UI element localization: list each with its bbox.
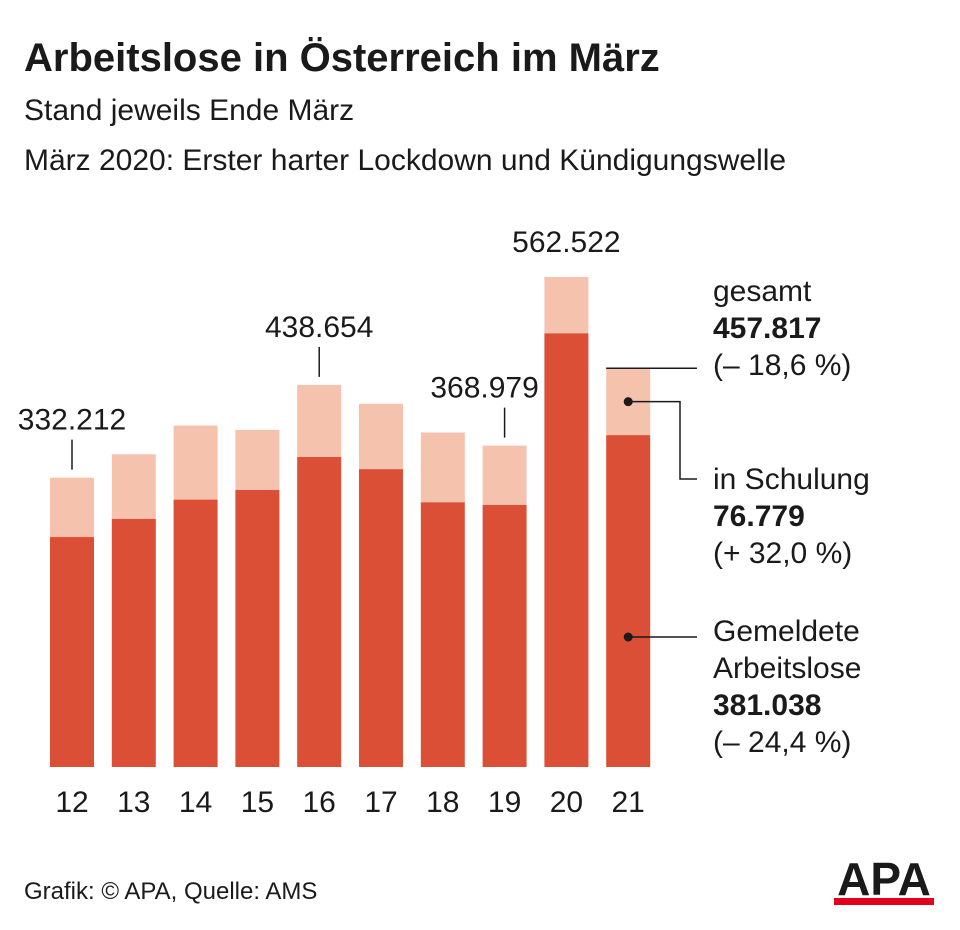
x-tick-14: 14 bbox=[179, 786, 212, 819]
x-tick-20: 20 bbox=[550, 786, 583, 819]
bar-schulung-19 bbox=[482, 445, 527, 505]
value-label-12: 332.212 bbox=[18, 404, 126, 437]
x-tick-19: 19 bbox=[488, 786, 521, 819]
bar-arbeitslose-19 bbox=[482, 504, 527, 767]
annotation-schulung-value: 76.779 bbox=[713, 500, 805, 533]
bars-layer bbox=[50, 277, 651, 767]
bar-schulung-13 bbox=[111, 454, 156, 519]
annotation-schulung-change: (+ 32,0 %) bbox=[713, 537, 852, 570]
value-label-20: 562.522 bbox=[512, 226, 620, 259]
annotation-leaders bbox=[606, 367, 697, 642]
bar-arbeitslose-12 bbox=[50, 537, 94, 767]
value-label-16: 438.654 bbox=[265, 311, 373, 344]
apa-logo: APA bbox=[834, 853, 934, 905]
chart-subtitle: Stand jeweils Ende März bbox=[24, 94, 355, 127]
annotation-gesamt-change: (– 18,6 %) bbox=[713, 349, 851, 382]
bar-arbeitslose-14 bbox=[173, 499, 218, 767]
bar-arbeitslose-21 bbox=[606, 435, 651, 767]
bar-arbeitslose-13 bbox=[111, 518, 156, 767]
x-tick-17: 17 bbox=[364, 786, 397, 819]
value-labels: 332.212 438.654 368.979 562.522 bbox=[18, 226, 621, 437]
chart-note: März 2020: Erster harter Lockdown und Kü… bbox=[24, 144, 787, 177]
annotation-arbeitslose-label-2: Arbeitslose bbox=[713, 652, 861, 685]
x-tick-21: 21 bbox=[612, 786, 645, 819]
leader-schulung bbox=[628, 400, 697, 480]
bar-arbeitslose-16 bbox=[297, 456, 342, 767]
x-tick-15: 15 bbox=[241, 786, 274, 819]
bar-schulung-15 bbox=[235, 429, 280, 490]
x-axis-labels: 12 13 14 15 16 17 18 19 20 21 bbox=[55, 786, 645, 819]
bar-schulung-17 bbox=[359, 403, 403, 470]
bar-arbeitslose-15 bbox=[235, 489, 280, 767]
chart-title: Arbeitslose in Österreich im März bbox=[24, 36, 660, 80]
annotation-schulung-label: in Schulung bbox=[713, 463, 870, 496]
source-note: Grafik: © APA, Quelle: AMS bbox=[24, 878, 318, 905]
x-tick-18: 18 bbox=[426, 786, 459, 819]
bar-schulung-14 bbox=[173, 425, 218, 500]
bar-schulung-20 bbox=[544, 277, 589, 334]
annotation-arbeitslose-value: 381.038 bbox=[713, 689, 821, 722]
bar-schulung-12 bbox=[50, 477, 94, 538]
leader-lines bbox=[71, 346, 506, 470]
annotation-gesamt-label: gesamt bbox=[713, 275, 812, 308]
bar-arbeitslose-18 bbox=[420, 502, 465, 767]
bar-arbeitslose-20 bbox=[544, 333, 589, 767]
annotation-arbeitslose-label-1: Gemeldete bbox=[713, 615, 860, 648]
x-tick-12: 12 bbox=[55, 786, 88, 819]
bar-arbeitslose-17 bbox=[359, 469, 403, 767]
annotation-gesamt-value: 457.817 bbox=[713, 312, 821, 345]
value-label-19: 368.979 bbox=[430, 372, 538, 405]
x-tick-16: 16 bbox=[303, 786, 336, 819]
apa-logo-text: APA bbox=[837, 853, 931, 905]
annotation-arbeitslose-change: (– 24,4 %) bbox=[713, 726, 851, 759]
apa-logo-bar bbox=[834, 898, 934, 905]
x-tick-13: 13 bbox=[117, 786, 150, 819]
bar-schulung-16 bbox=[297, 384, 342, 457]
bar-schulung-18 bbox=[420, 432, 465, 503]
annotations: gesamt 457.817 (– 18,6 %) in Schulung 76… bbox=[713, 275, 870, 759]
